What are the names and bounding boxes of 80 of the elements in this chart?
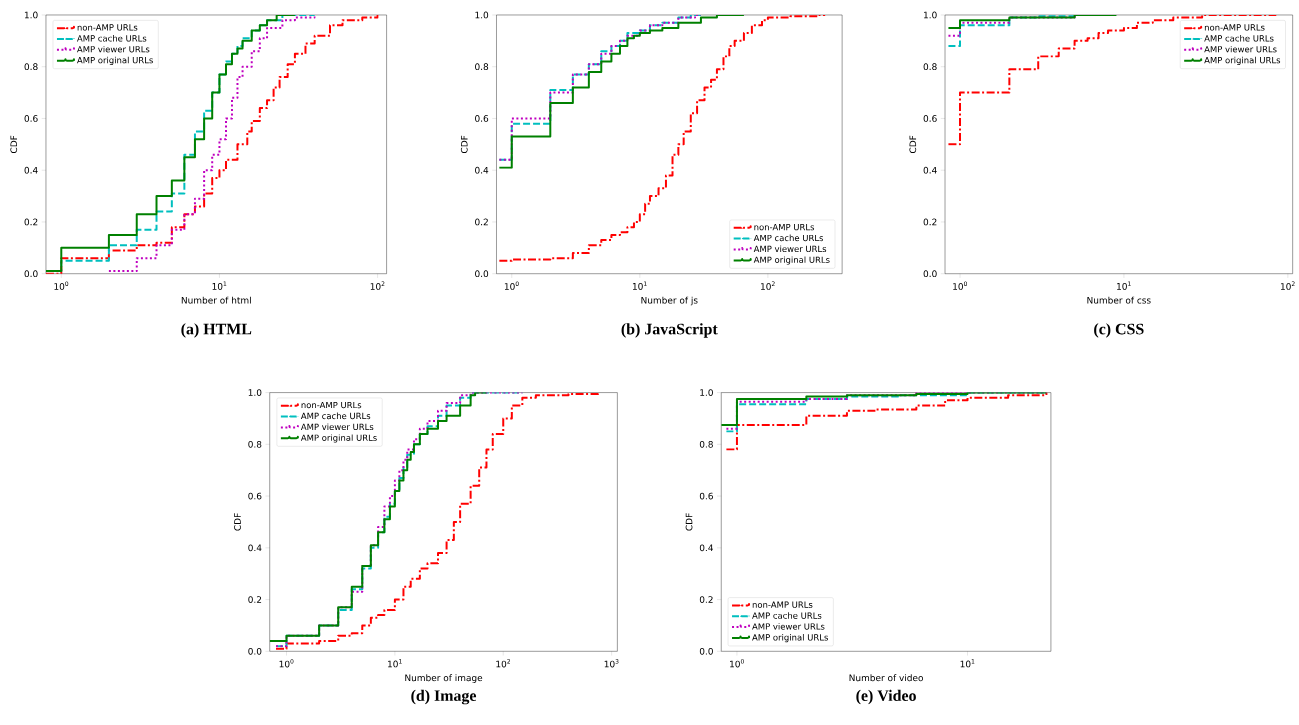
- y-tick-label: 0.6: [248, 492, 262, 500]
- x-tick-label: 10$^{2}$: [496, 658, 510, 668]
- y-tick-label: 1.0: [24, 11, 38, 19]
- y-tick-label: 0.4: [475, 166, 489, 174]
- x-tick-label: 10$^{2}$: [761, 281, 775, 290]
- y-tick-label: 1.0: [475, 11, 489, 19]
- y-tick-label: 0.8: [248, 440, 262, 448]
- y-tick-label: 0.2: [24, 218, 38, 226]
- legend-label: AMP cache URLs: [77, 34, 147, 42]
- x-tick-label: 10$^{2}$: [1280, 281, 1295, 290]
- legend-label: non-AMP URLs: [301, 401, 362, 409]
- y-tick-label: 0.4: [24, 166, 38, 174]
- legend-label: AMP viewer URLs: [752, 623, 825, 630]
- y-tick-label: 0.8: [24, 63, 38, 70]
- legend-label: AMP viewer URLs: [77, 45, 150, 53]
- legend-label: non-AMP URLs: [77, 24, 138, 31]
- legend-label: AMP cache URLs: [752, 612, 822, 619]
- y-axis-title: CDF: [460, 135, 468, 153]
- text: (a) HTML: [181, 323, 252, 338]
- y-tick-label: 0.8: [475, 63, 489, 70]
- y-tick-label: 0.6: [475, 114, 489, 122]
- legend-label: AMP viewer URLs: [300, 423, 374, 430]
- y-tick-label: 0.2: [248, 596, 262, 603]
- legend-label: AMP cache URLs: [1204, 34, 1274, 42]
- y-tick-label: 0.4: [248, 544, 262, 552]
- y-tick-label: 0.8: [699, 440, 713, 448]
- text: (d) Image: [411, 689, 477, 705]
- text: (c) CSS: [1094, 323, 1144, 338]
- y-tick-label: 0.6: [923, 114, 937, 122]
- legend-label: non-AMP URLs: [754, 223, 815, 231]
- y-axis-title: CDF: [685, 513, 693, 531]
- x-tick-label: 10$^{0}$: [504, 281, 519, 290]
- x-tick-label: 10$^{1}$: [960, 658, 975, 668]
- y-axis-title: CDF: [234, 513, 241, 531]
- legend-label: AMP original URLs: [752, 633, 828, 643]
- x-tick-label: 10$^{1}$: [212, 281, 227, 290]
- x-tick-label: 10$^{2}$: [370, 281, 385, 290]
- x-tick-label: 10$^{0}$: [54, 281, 69, 290]
- y-tick-label: 0.2: [475, 218, 488, 226]
- legend-label: AMP cache URLs: [300, 412, 371, 420]
- legend-label: AMP viewer URLs: [1204, 45, 1277, 53]
- x-tick-label: 10$^{0}$: [953, 281, 967, 290]
- legend-label: non-AMP URLs: [1204, 24, 1265, 31]
- y-tick-label: 0.6: [24, 114, 38, 122]
- x-tick-label: 10$^{1}$: [1117, 281, 1131, 290]
- y-axis-title: CDF: [10, 135, 18, 153]
- text: (b) JavaScript: [621, 323, 718, 338]
- y-axis-title: CDF: [909, 135, 917, 153]
- x-axis-title: Number of video: [849, 674, 923, 682]
- y-tick-label: 1.0: [700, 389, 713, 396]
- y-tick-label: 0.0: [923, 270, 937, 277]
- legend-label: AMP cache URLs: [753, 234, 824, 242]
- legend-label: non-AMP URLs: [752, 601, 813, 608]
- x-tick-label: 10$^{0}$: [730, 658, 744, 668]
- y-tick-label: 0.8: [923, 63, 937, 70]
- y-tick-label: 0.2: [923, 218, 937, 226]
- y-tick-label: 1.0: [924, 11, 937, 19]
- y-tick-label: 0.0: [24, 270, 38, 277]
- legend-label: AMP viewer URLs: [753, 245, 827, 252]
- y-tick-label: 0.0: [248, 647, 262, 655]
- y-tick-label: 0.0: [475, 270, 489, 277]
- y-tick-label: 0.0: [699, 647, 713, 655]
- x-axis-title: Number of html: [181, 296, 251, 304]
- y-tick-label: 0.2: [699, 596, 713, 603]
- legend-label: AMP original URLs: [1204, 56, 1281, 65]
- y-tick-label: 0.4: [923, 166, 937, 174]
- legend-label: AMP original URLs: [753, 256, 830, 265]
- y-tick-label: 0.4: [699, 544, 714, 552]
- text: (e) Video: [856, 689, 916, 705]
- x-axis-title: Number of image: [405, 674, 483, 683]
- x-tick-label: 10$^{3}$: [604, 658, 619, 668]
- x-tick-label: 10$^{1}$: [388, 658, 402, 668]
- y-tick-label: 0.6: [699, 492, 713, 500]
- x-tick-label: 10$^{0}$: [279, 658, 294, 668]
- legend-label: AMP original URLs: [300, 434, 377, 443]
- y-tick-label: 1.0: [248, 389, 262, 396]
- x-axis-title: Number of css: [1087, 296, 1151, 304]
- x-axis-title: Number of js: [641, 296, 698, 306]
- x-tick-label: 10$^{1}$: [632, 281, 647, 290]
- legend-label: AMP original URLs: [77, 56, 153, 65]
